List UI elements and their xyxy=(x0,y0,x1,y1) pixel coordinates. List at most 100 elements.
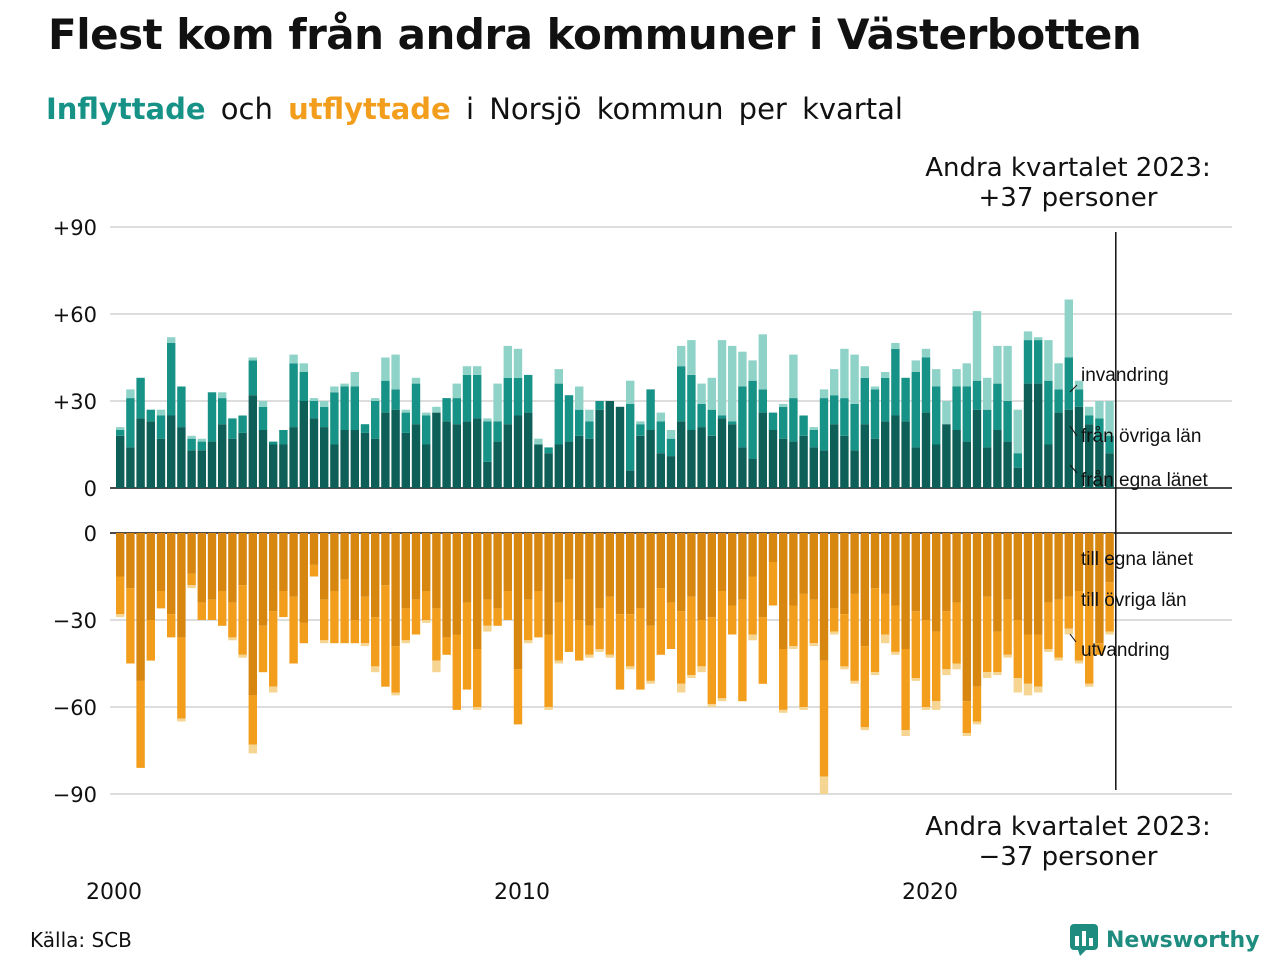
bar-in-egna-lanet xyxy=(860,424,869,488)
bar-in-ovriga-lan xyxy=(116,430,125,436)
bar-in-ovriga-lan xyxy=(819,398,829,451)
bar-in-egna-lanet xyxy=(483,461,492,488)
bar-in-ovriga-lan xyxy=(330,392,339,445)
bar-in-egna-lanet xyxy=(850,450,859,488)
bar-in-ovriga-lan xyxy=(799,415,808,436)
bar-in-egna-lanet xyxy=(422,444,431,488)
bar-out-ovriga-lan xyxy=(534,591,543,638)
bar-in-egna-lanet xyxy=(554,444,563,488)
bar-out-egna-lanet xyxy=(1054,533,1063,600)
bar-out-ovriga-lan xyxy=(503,591,512,620)
bar-in-ovriga-lan xyxy=(921,357,931,413)
bar-in-egna-lanet xyxy=(156,438,166,488)
bar-in-ovriga-lan xyxy=(422,415,431,445)
bar-out-ovriga-lan xyxy=(1044,602,1053,649)
bar-out-ovriga-lan xyxy=(187,573,196,586)
bar-out-utvandring xyxy=(932,701,941,710)
bar-in-invandring xyxy=(881,372,890,378)
subtitle-inflow: Inflyttade xyxy=(46,92,206,126)
bar-out-ovriga-lan xyxy=(738,599,747,702)
bar-out-ovriga-lan xyxy=(1095,643,1104,655)
y-tick-label: 0 xyxy=(84,522,97,546)
bar-in-invandring xyxy=(870,386,880,390)
bar-in-ovriga-lan xyxy=(768,412,778,430)
bar-out-egna-lanet xyxy=(340,533,349,580)
bar-out-ovriga-lan xyxy=(962,701,971,734)
bar-in-egna-lanet xyxy=(1054,412,1063,488)
bar-out-ovriga-lan xyxy=(1074,591,1084,661)
bar-in-egna-lanet xyxy=(309,418,319,488)
bar-out-egna-lanet xyxy=(524,533,533,600)
bar-out-ovriga-lan xyxy=(126,588,135,664)
bar-out-ovriga-lan xyxy=(605,596,614,655)
bar-in-egna-lanet xyxy=(524,412,533,488)
bar-out-egna-lanet xyxy=(972,533,982,687)
bar-in-invandring xyxy=(626,380,635,404)
bar-out-egna-lanet xyxy=(819,533,829,661)
bar-in-egna-lanet xyxy=(870,438,880,488)
bar-out-egna-lanet xyxy=(299,533,308,623)
bar-in-ovriga-lan xyxy=(524,374,533,413)
label-leader xyxy=(1069,384,1078,393)
bar-in-ovriga-lan xyxy=(299,372,308,401)
series-label-in: från egna länet xyxy=(1081,470,1208,491)
bar-in-egna-lanet xyxy=(432,412,441,488)
bar-out-ovriga-lan xyxy=(656,588,665,655)
bar-out-utvandring xyxy=(707,704,716,707)
bar-in-egna-lanet xyxy=(707,435,716,488)
bar-out-egna-lanet xyxy=(1064,533,1073,597)
bar-in-ovriga-lan xyxy=(207,392,217,442)
bar-out-utvandring xyxy=(942,669,951,676)
bar-in-egna-lanet xyxy=(473,418,482,488)
bar-in-invandring xyxy=(921,348,931,358)
bar-in-ovriga-lan xyxy=(544,447,553,454)
bar-in-invandring xyxy=(932,369,941,387)
bar-out-egna-lanet xyxy=(748,533,757,577)
bar-in-ovriga-lan xyxy=(656,421,665,454)
bar-out-ovriga-lan xyxy=(911,611,920,678)
bar-in-ovriga-lan xyxy=(473,374,482,419)
bar-out-utvandring xyxy=(779,709,788,713)
bar-out-ovriga-lan xyxy=(289,596,298,664)
bar-out-ovriga-lan xyxy=(932,631,941,702)
bar-out-ovriga-lan xyxy=(840,614,849,667)
bar-in-ovriga-lan xyxy=(993,383,1002,430)
bar-in-ovriga-lan xyxy=(891,348,900,416)
bar-in-egna-lanet xyxy=(534,444,543,488)
bar-in-invandring xyxy=(1054,363,1063,390)
bar-in-egna-lanet xyxy=(952,430,961,488)
bar-in-egna-lanet xyxy=(799,435,808,488)
y-tick-label: −30 xyxy=(53,609,97,633)
bar-in-egna-lanet xyxy=(972,409,982,488)
bar-out-egna-lanet xyxy=(830,533,839,609)
bar-out-utvandring xyxy=(830,631,839,635)
bar-in-invandring xyxy=(850,354,859,404)
bar-out-egna-lanet xyxy=(238,533,247,586)
bar-out-ovriga-lan xyxy=(860,646,869,728)
bar-in-egna-lanet xyxy=(615,406,625,488)
bar-out-egna-lanet xyxy=(513,533,523,670)
bar-in-egna-lanet xyxy=(207,441,217,488)
y-tick-label: +90 xyxy=(53,216,97,240)
bar-in-invandring xyxy=(585,409,594,422)
bar-in-invandring xyxy=(697,383,706,404)
bar-in-ovriga-lan xyxy=(136,377,145,419)
bar-out-egna-lanet xyxy=(697,533,706,620)
bar-in-egna-lanet xyxy=(218,424,227,488)
bar-in-ovriga-lan xyxy=(442,398,451,422)
bar-in-egna-lanet xyxy=(197,450,206,488)
bar-in-egna-lanet xyxy=(768,430,778,488)
bar-in-egna-lanet xyxy=(758,412,767,488)
bar-out-utvandring xyxy=(1074,660,1084,664)
bar-in-invandring xyxy=(1044,340,1053,381)
bar-in-ovriga-lan xyxy=(228,418,237,439)
bar-out-egna-lanet xyxy=(269,533,278,612)
bar-out-utvandring xyxy=(646,680,655,684)
bar-out-egna-lanet xyxy=(717,533,727,591)
bar-out-ovriga-lan xyxy=(269,611,278,687)
bar-out-ovriga-lan xyxy=(697,620,706,667)
bar-in-egna-lanet xyxy=(493,441,502,488)
bar-out-egna-lanet xyxy=(432,533,441,609)
bar-in-invandring xyxy=(513,348,523,378)
bar-out-egna-lanet xyxy=(401,533,410,609)
